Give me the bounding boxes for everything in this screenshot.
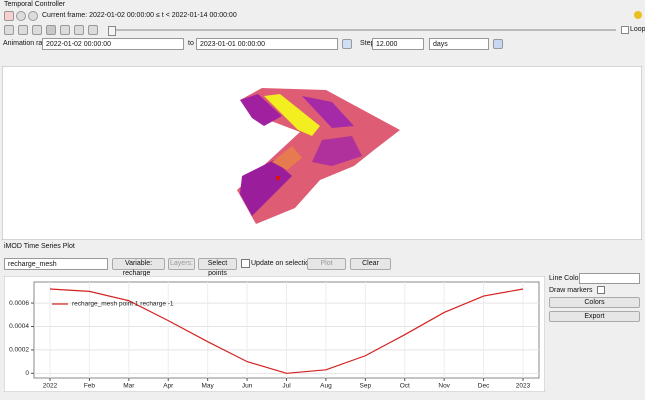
mesh-patch xyxy=(302,96,354,128)
x-tick-label: Feb xyxy=(84,383,96,390)
time-series-chart: 0 0.0002 0.0004 0.0006 2022 Feb Mar Apr May Jun Ju… xyxy=(4,276,545,392)
legend-label: recharge_mesh point 1 recharge -1 xyxy=(72,301,174,308)
y-tick-label: 0.0006 xyxy=(9,300,29,307)
time-slider[interactable] xyxy=(108,29,616,31)
mesh-patch xyxy=(240,94,282,126)
refresh-range[interactable] xyxy=(342,39,352,49)
step-label: Step xyxy=(360,40,375,47)
back-button[interactable] xyxy=(32,25,42,35)
line-color-select[interactable] xyxy=(579,273,640,284)
x-tick-label: Jun xyxy=(242,383,253,390)
current-frame: Current frame: 2022-01-02 00:00:00 ≤ t <… xyxy=(42,12,237,19)
loop-checkbox[interactable] xyxy=(621,26,629,34)
loop-label: Loop xyxy=(630,26,645,33)
next-button[interactable] xyxy=(74,25,84,35)
x-tick-label: Dec xyxy=(478,383,490,390)
x-tick-label: Jul xyxy=(282,383,291,390)
variable-button[interactable]: Variable: recharge_ xyxy=(112,258,165,277)
to-label: to xyxy=(188,40,194,47)
layers-button[interactable]: Layers: xyxy=(168,258,195,270)
rewind-button[interactable] xyxy=(4,25,14,35)
forward-button[interactable] xyxy=(88,25,98,35)
step-unit[interactable]: days xyxy=(429,38,489,50)
range-label: Animation range xyxy=(3,40,54,47)
draw-markers-checkbox[interactable] xyxy=(597,286,605,294)
prev-button[interactable] xyxy=(18,25,28,35)
series-line xyxy=(49,288,524,374)
x-tick-label: Mar xyxy=(123,383,135,390)
mesh-patch xyxy=(240,160,292,216)
save-button[interactable] xyxy=(493,39,503,49)
pause-button[interactable] xyxy=(46,25,56,35)
layer-select[interactable]: recharge_mesh xyxy=(4,258,108,270)
plot-button[interactable]: Plot xyxy=(307,258,346,270)
range-start[interactable]: 2022-01-02 00:00:00 xyxy=(42,38,184,50)
x-tick-label: Oct xyxy=(400,383,410,390)
x-tick-label: 2023 xyxy=(516,383,531,390)
x-tick-label: 2022 xyxy=(43,383,58,390)
slider-handle[interactable] xyxy=(108,26,116,36)
settings-icon[interactable] xyxy=(634,11,642,19)
colors-button[interactable]: Colors xyxy=(549,297,640,308)
panel-title: iMOD Time Series Plot xyxy=(4,243,75,250)
export-button[interactable]: Export xyxy=(549,311,640,322)
update-label: Update on selection xyxy=(251,260,313,267)
x-tick-label: Apr xyxy=(163,383,174,390)
draw-markers-label: Draw markers xyxy=(549,287,593,294)
animated-mode-button[interactable] xyxy=(28,11,38,21)
x-tick-label: Sep xyxy=(360,383,372,390)
y-tick-label: 0.0002 xyxy=(9,347,29,354)
step-value[interactable]: 12.000 xyxy=(372,38,424,50)
mesh-patch xyxy=(272,146,302,170)
line-color-label: Line Color: xyxy=(549,275,583,282)
play-button[interactable] xyxy=(60,25,70,35)
x-tick-label: Nov xyxy=(438,383,450,390)
x-tick-label: May xyxy=(202,383,215,390)
update-checkbox[interactable] xyxy=(241,259,250,268)
fixed-mode-button[interactable] xyxy=(16,11,26,21)
x-tick-label: Aug xyxy=(320,383,332,390)
clear-button[interactable]: Clear xyxy=(350,258,391,270)
disable-button[interactable] xyxy=(4,11,14,21)
range-end[interactable]: 2023-01-01 00:00:00 xyxy=(196,38,338,50)
mesh-river xyxy=(264,94,320,136)
panel-title: Temporal Controller xyxy=(4,1,66,8)
selected-point xyxy=(276,176,280,180)
select-points-button[interactable]: Select points xyxy=(198,258,237,277)
mesh-patch xyxy=(312,136,362,166)
y-tick-label: 0 xyxy=(25,370,29,377)
y-tick-label: 0.0004 xyxy=(9,323,29,330)
map-canvas xyxy=(2,66,642,240)
